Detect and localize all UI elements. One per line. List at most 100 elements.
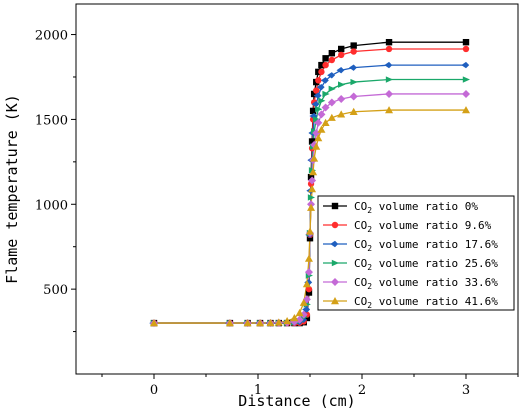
legend-label-prefix: CO [354,200,367,213]
legend-label-subscript: 2 [367,244,372,253]
legend-item: CO2 volume ratio 41.6% [323,295,498,310]
x-tick-label: 1 [254,383,262,398]
data-point [322,61,329,69]
legend-label-prefix: CO [354,295,367,308]
y-axis-ticks: 500 1000 1500 2000 [35,29,76,333]
series-markers [149,38,470,328]
data-point [310,154,319,162]
data-point [312,142,321,150]
data-point [321,118,330,127]
legend-item: CO2 volume ratio 9.6% [323,219,492,234]
data-point [348,64,357,71]
y-tick-label: 1000 [35,198,68,213]
legend-label: CO2 volume ratio 0% [354,200,478,215]
legend-label-subscript: 2 [367,206,372,215]
data-point [313,87,320,94]
data-point [302,306,311,313]
data-point [385,106,394,114]
data-point [350,48,357,55]
data-point [256,319,265,327]
y-tick-label: 1500 [35,113,68,128]
data-point [307,194,316,201]
x-tick-label: 0 [150,383,158,398]
data-point [299,298,308,306]
y-axis-title: Flame temperature (K) [3,94,21,284]
data-point [337,95,346,104]
legend-item: CO2 volume ratio 25.6% [323,257,498,272]
data-point [462,76,470,83]
data-point [327,113,336,121]
legend-marker [331,221,339,229]
data-point [308,138,316,145]
x-axis-title: Distance (cm) [238,392,355,410]
data-point [327,98,336,107]
plot-frame [75,3,519,375]
data-point [266,318,275,327]
legend-box [317,195,515,311]
data-point [295,315,304,324]
data-point [304,268,313,277]
data-point [336,66,345,74]
data-point [318,97,326,104]
data-point [283,317,292,325]
data-point [318,61,325,69]
legend-marker [331,297,339,305]
legend: CO2 volume ratio 0%CO2 volume ratio 9.6%… [317,195,515,311]
data-point [150,319,158,327]
legend-label-suffix: volume ratio 17.6% [372,238,498,251]
data-point [307,203,316,211]
data-point [338,45,345,53]
legend-label-prefix: CO [354,219,367,232]
data-point [320,77,329,84]
data-point [243,319,252,327]
legend-label-suffix: volume ratio 33.6% [372,276,498,289]
legend-label-suffix: volume ratio 9.6% [372,219,492,232]
data-point [321,103,330,112]
data-point [461,61,470,69]
legend-label-suffix: volume ratio 41.6% [372,295,498,308]
legend-label: CO2 volume ratio 17.6% [354,238,498,253]
legend-label-prefix: CO [354,257,367,270]
data-point [322,55,329,62]
series-points-5 [150,106,470,327]
y-tick-label: 2000 [35,29,68,44]
data-point [303,314,311,322]
data-point [309,107,317,115]
legend-item: CO2 volume ratio 33.6% [323,276,498,291]
legend-label-prefix: CO [354,276,367,289]
legend-label-subscript: 2 [367,282,372,291]
legend-label: CO2 volume ratio 33.6% [354,276,498,291]
legend-label-suffix: volume ratio 0% [372,200,478,213]
data-point [302,280,311,288]
data-point [316,83,325,91]
data-point [338,81,346,88]
data-point [315,106,323,113]
legend-item: CO2 volume ratio 17.6% [323,238,498,253]
data-point [304,279,313,286]
data-point [306,235,314,242]
legend-label-suffix: volume ratio 25.6% [372,257,498,270]
legend-label: CO2 volume ratio 9.6% [354,219,492,234]
x-tick-label: 2 [358,383,366,398]
data-point [308,176,317,185]
legend-marker [331,259,339,267]
data-point [315,77,322,84]
data-point [309,168,318,176]
data-point [385,76,394,83]
legend-item: CO2 volume ratio 0% [323,200,478,215]
data-point [308,185,317,193]
data-point [295,308,304,317]
data-point [350,78,358,86]
data-point [306,227,314,235]
data-point [385,45,393,53]
data-point [350,42,357,49]
data-point [318,68,325,76]
data-point [305,285,313,293]
data-point [462,106,470,114]
data-point [385,38,393,46]
data-point [305,289,313,296]
data-point [299,310,308,319]
data-point [338,51,345,59]
data-point [314,134,323,142]
